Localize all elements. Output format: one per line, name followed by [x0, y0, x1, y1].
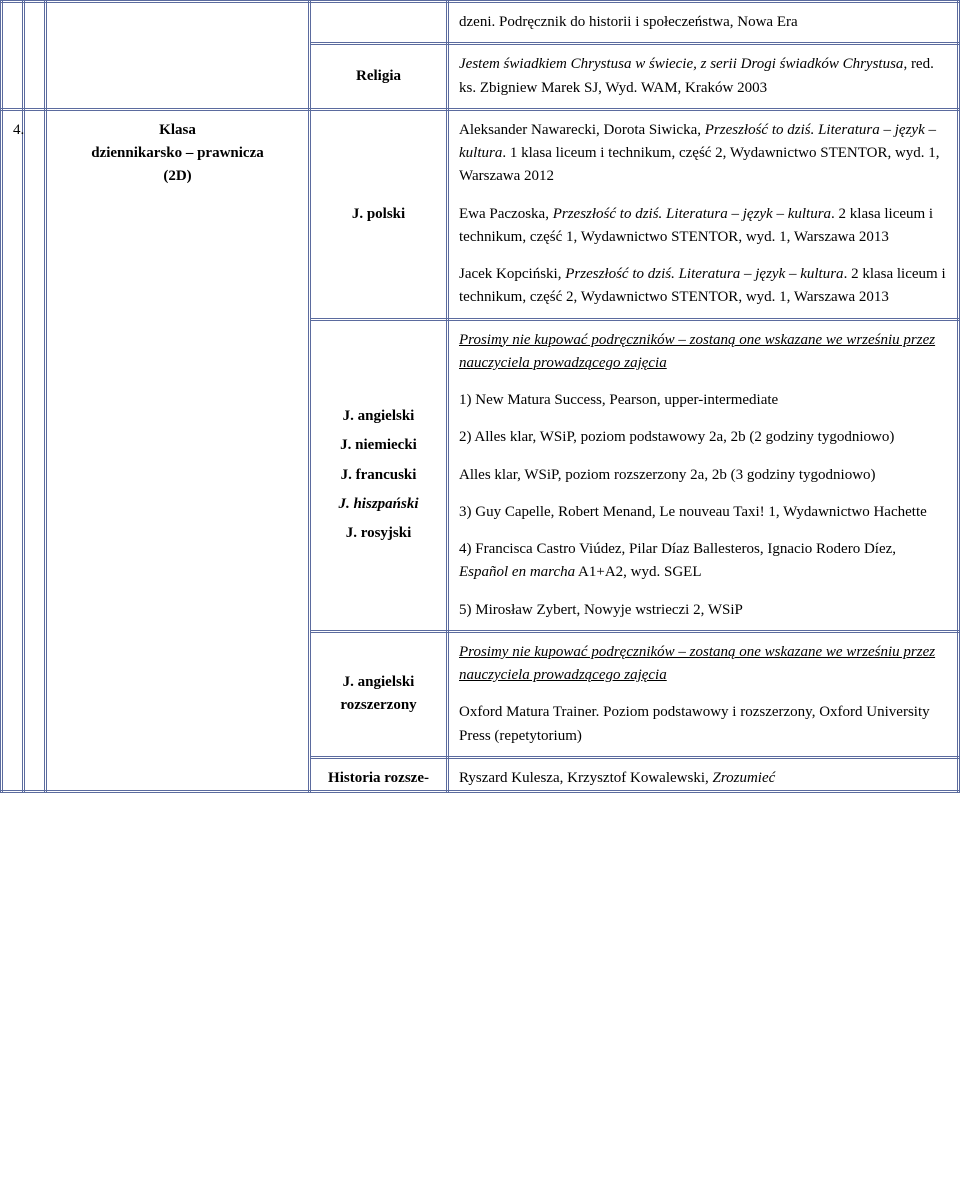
paragraph: Alles klar, WSiP, poziom rozszerzony 2a,…	[459, 464, 947, 487]
table-row: dzeni. Podręcznik do historii i społecze…	[2, 2, 959, 44]
text: . 1 klasa liceum i technikum, część 2, W…	[459, 145, 940, 184]
table-row: 4. Klasa dziennikarsko – prawnicza (2D) …	[2, 109, 959, 319]
paragraph: 4) Francisca Castro Viúdez, Pilar Díaz B…	[459, 538, 947, 585]
cell-desc: Prosimy nie kupować podręczników – zosta…	[448, 319, 959, 631]
cell-subject: Religia	[310, 44, 448, 110]
note-text: Prosimy nie kupować podręczników – zosta…	[459, 641, 947, 688]
text: dzeni. Podręcznik do historii i społecze…	[459, 14, 730, 30]
text: Jestem świadkiem Chrystusa w świecie, z …	[459, 56, 903, 72]
text: Przeszłość to dziś. Literatura – język –…	[565, 266, 843, 282]
paragraph: 5) Mirosław Zybert, Nowyje wstrieczi 2, …	[459, 599, 947, 622]
cell-desc: Jestem świadkiem Chrystusa w świecie, z …	[448, 44, 959, 110]
class-name-line: Klasa	[159, 122, 196, 138]
cell-number: 4.	[2, 109, 24, 791]
subject-label: J. niemiecki	[321, 434, 436, 457]
text: Ewa Paczoska,	[459, 206, 553, 222]
subject-label: J. rosyjski	[321, 522, 436, 545]
text: Español en marcha	[459, 564, 575, 580]
text: , Nowa Era	[730, 14, 798, 30]
subject-label: Religia	[356, 68, 401, 84]
cell-subject: Historia rozsze-	[310, 757, 448, 791]
textbook-table: dzeni. Podręcznik do historii i społecze…	[0, 0, 960, 793]
text: Przeszłość to dziś. Literatura – język –…	[553, 206, 831, 222]
text: Zrozumieć	[713, 770, 776, 786]
cell-desc: dzeni. Podręcznik do historii i społecze…	[448, 2, 959, 44]
class-name-line: (2D)	[163, 168, 191, 184]
cell-desc: Ryszard Kulesza, Krzysztof Kowalewski, Z…	[448, 757, 959, 791]
paragraph: Jacek Kopciński, Przeszłość to dziś. Lit…	[459, 263, 947, 310]
text: A1+A2, wyd. SGEL	[575, 564, 701, 580]
class-name-line: dziennikarsko – prawnicza	[91, 145, 264, 161]
cell-subject: J. angielski J. niemiecki J. francuski J…	[310, 319, 448, 631]
paragraph: Ewa Paczoska, Przeszłość to dziś. Litera…	[459, 203, 947, 250]
subject-label: J. francuski	[321, 464, 436, 487]
text: Jacek Kopciński,	[459, 266, 565, 282]
paragraph: 2) Alles klar, WSiP, poziom podstawowy 2…	[459, 426, 947, 449]
cell-class: Klasa dziennikarsko – prawnicza (2D)	[46, 109, 310, 791]
cell-subject: J. angielski rozszerzony	[310, 631, 448, 757]
cell-empty	[24, 2, 46, 110]
paragraph: 1) New Matura Success, Pearson, upper-in…	[459, 389, 947, 412]
subject-label: J. angielski rozszerzony	[340, 674, 416, 713]
subject-label: J. angielski	[321, 405, 436, 428]
cell-empty	[2, 2, 24, 110]
cell-desc: Prosimy nie kupować podręczników – zosta…	[448, 631, 959, 757]
paragraph: Oxford Matura Trainer. Poziom podstawowy…	[459, 701, 947, 748]
cell-empty	[46, 2, 310, 110]
cell-empty	[24, 109, 46, 791]
paragraph: Aleksander Nawarecki, Dorota Siwicka, Pr…	[459, 119, 947, 189]
note-text: Prosimy nie kupować podręczników – zosta…	[459, 329, 947, 376]
subject-label: Historia rozsze-	[328, 770, 429, 786]
subject-label: J. hiszpański	[321, 493, 436, 516]
cell-subject: J. polski	[310, 109, 448, 319]
cell-desc: Aleksander Nawarecki, Dorota Siwicka, Pr…	[448, 109, 959, 319]
text: 4) Francisca Castro Viúdez, Pilar Díaz B…	[459, 541, 896, 557]
text: Ryszard Kulesza, Krzysztof Kowalewski,	[459, 770, 713, 786]
cell-empty	[310, 2, 448, 44]
subject-label: J. polski	[352, 206, 405, 222]
row-number: 4.	[13, 122, 24, 138]
text: Aleksander Nawarecki, Dorota Siwicka,	[459, 122, 705, 138]
paragraph: 3) Guy Capelle, Robert Menand, Le nouvea…	[459, 501, 947, 524]
